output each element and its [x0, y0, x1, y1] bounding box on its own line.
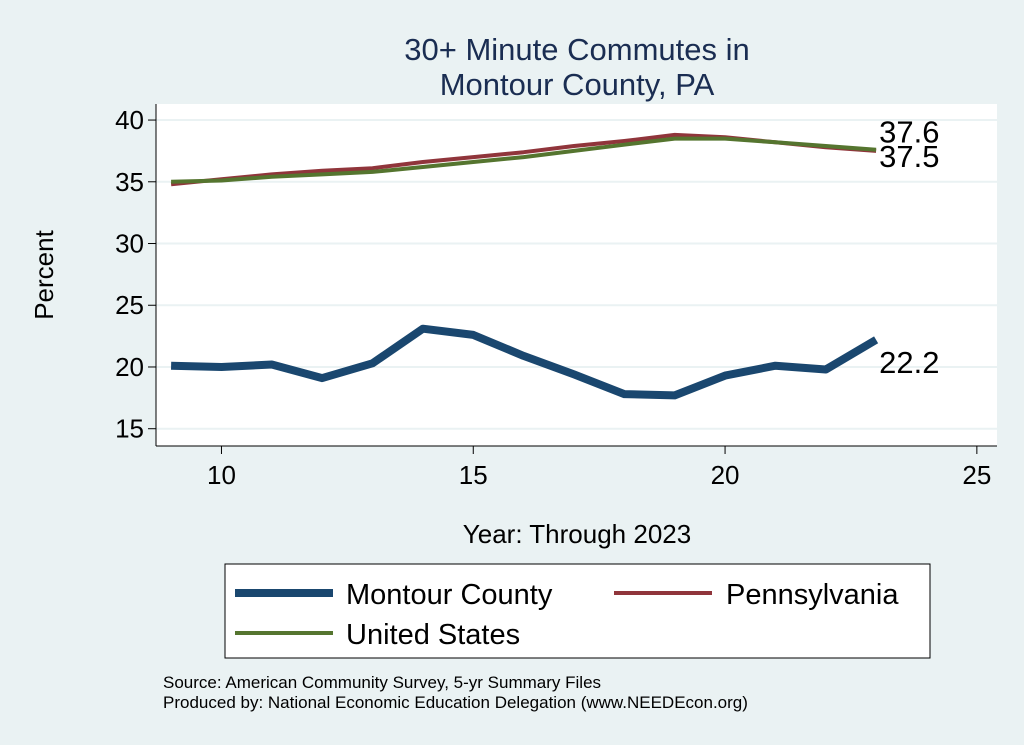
legend-label-montour-county: Montour County	[346, 579, 553, 611]
x-tick-label-10: 10	[207, 460, 236, 490]
producer-note: Produced by: National Economic Education…	[163, 693, 748, 712]
y-axis-label: Percent	[29, 229, 59, 319]
y-tick-label-30: 30	[115, 229, 144, 259]
y-tick-label-35: 35	[115, 167, 144, 197]
source-note: Source: American Community Survey, 5-yr …	[163, 673, 601, 692]
series-line-united-states	[171, 136, 877, 184]
y-tick-label-40: 40	[115, 105, 144, 135]
end-label-united-states: 37.6	[879, 115, 939, 150]
series-lines	[170, 132, 879, 400]
plot-area	[156, 104, 997, 446]
x-tick-label-20: 20	[711, 460, 740, 490]
series-line-montour-county	[170, 324, 879, 400]
y-tick-label-25: 25	[115, 290, 144, 320]
end-label-pennsylvania: 37.5	[879, 139, 939, 174]
x-tick-label-25: 25	[962, 460, 991, 490]
x-tick-label-15: 15	[459, 460, 488, 490]
legend-box	[224, 563, 931, 659]
chart-title-line-1: 30+ Minute Commutes in	[404, 32, 749, 67]
end-label-montour-county: 22.2	[879, 345, 939, 380]
x-axis-label: Year: Through 2023	[463, 519, 691, 549]
legend-label-united-states: United States	[346, 619, 520, 651]
legend-label-pennsylvania: Pennsylvania	[726, 579, 899, 611]
axis-ticks: 15 20 25 30 35 40 10 15 20 25	[115, 105, 991, 490]
y-tick-label-15: 15	[115, 414, 144, 444]
end-labels: 22.2 37.537.6	[879, 115, 939, 380]
y-tick-label-20: 20	[115, 352, 144, 382]
chart-title-line-2: Montour County, PA	[440, 67, 715, 102]
